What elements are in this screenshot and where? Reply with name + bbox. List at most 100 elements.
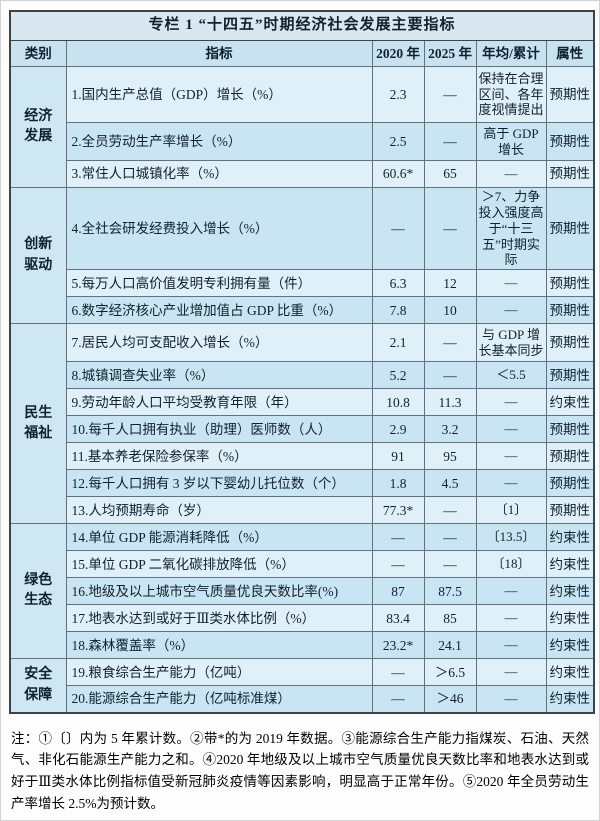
column-header-category: 类别	[9, 40, 67, 67]
y2020-cell: 2.3	[371, 66, 425, 123]
y2020-cell: 10.8	[371, 388, 425, 417]
y2025-cell: 87.5	[423, 577, 477, 606]
annual-cell: 高于 GDP 增长	[475, 122, 547, 161]
attribute-cell: 预期性	[545, 469, 595, 498]
table-row: 10.每千人口拥有执业（助理）医师数（人） 2.9 3.2 — 预期性	[10, 415, 595, 444]
annual-cell: ＞7、力争投入强度高于“十三五”时期实际	[475, 186, 547, 271]
indicator-cell: 19.粮食综合生产能力（亿吨）	[65, 658, 373, 687]
y2025-cell: 24.1	[423, 631, 477, 660]
y2020-cell: 87	[371, 577, 425, 606]
y2025-cell: 85	[423, 604, 477, 633]
attribute-cell: 预期性	[545, 269, 595, 298]
table-row: 18.森林覆盖率（%） 23.2* 24.1 — 约束性	[10, 631, 595, 660]
y2025-cell: 12	[423, 269, 477, 298]
y2020-cell: —	[371, 550, 425, 579]
annual-cell: 〔18〕	[475, 550, 547, 579]
attribute-cell: 约束性	[545, 631, 595, 660]
y2020-cell: 23.2*	[371, 631, 425, 660]
y2020-cell: —	[371, 523, 425, 552]
indicator-cell: 1.国内生产总值（GDP）增长（%）	[65, 66, 373, 123]
y2025-cell: 4.5	[423, 469, 477, 498]
indicator-cell: 2.全员劳动生产率增长（%）	[65, 122, 373, 161]
indicator-cell: 15.单位 GDP 二氧化碳排放降低（%）	[65, 550, 373, 579]
table-row: 11.基本养老保险参保率（%） 91 95 — 预期性	[10, 442, 595, 471]
indicator-cell: 6.数字经济核心产业增加值占 GDP 比重（%）	[65, 296, 373, 325]
indicator-cell: 5.每万人口高价值发明专利拥有量（件）	[65, 269, 373, 298]
table-row: 5.每万人口高价值发明专利拥有量（件） 6.3 12 — 预期性	[10, 269, 595, 298]
table-row: 创新驱动 4.全社会研发经费投入增长（%） — — ＞7、力争投入强度高于“十三…	[9, 186, 595, 325]
attribute-cell: 预期性	[545, 66, 595, 123]
y2025-cell: —	[423, 66, 477, 123]
category-cell: 绿色生态	[9, 523, 67, 660]
y2020-cell: 5.2	[371, 361, 425, 390]
y2025-cell: —	[423, 361, 477, 390]
column-header-2025: 2025 年	[423, 40, 477, 67]
y2020-cell: 2.1	[371, 323, 425, 363]
annual-cell: —	[475, 415, 547, 444]
indicator-cell: 18.森林覆盖率（%）	[65, 631, 373, 660]
y2025-cell: —	[423, 550, 477, 579]
y2020-cell: 2.9	[371, 415, 425, 444]
y2020-cell: 1.8	[371, 469, 425, 498]
category-cell: 经济发展	[9, 66, 67, 188]
indicator-cell: 4.全社会研发经费投入增长（%）	[65, 186, 373, 271]
table-title-row: 专栏 1 “十四五”时期经济社会发展主要指标	[9, 10, 595, 41]
annual-cell: —	[475, 296, 547, 325]
y2025-cell: —	[423, 323, 477, 363]
table-row: 20.能源综合生产能力（亿吨标准煤） — ＞46 — 约束性	[10, 685, 595, 714]
category-cell: 民生福祉	[9, 323, 67, 525]
table-row: 3.常住人口城镇化率（%） 60.6* 65 — 预期性	[10, 160, 595, 188]
category-cell: 创新驱动	[9, 186, 67, 325]
table-row: 9.劳动年龄人口平均受教育年限（年） 10.8 11.3 — 约束性	[10, 388, 595, 417]
attribute-cell: 预期性	[545, 122, 595, 161]
table-row: 经济发展 1.国内生产总值（GDP）增长（%） 2.3 — 保持在合理区间、各年…	[9, 66, 595, 188]
annual-cell: —	[475, 604, 547, 633]
category-label: 创新驱动	[24, 237, 53, 273]
indicator-cell: 13.人均预期寿命（岁）	[65, 496, 373, 525]
annual-cell: 保持在合理区间、各年度视情提出	[475, 66, 547, 123]
y2020-cell: —	[371, 186, 425, 271]
annual-cell: —	[475, 469, 547, 498]
attribute-cell: 约束性	[545, 577, 595, 606]
table-row: 6.数字经济核心产业增加值占 GDP 比重（%） 7.8 10 — 预期性	[10, 296, 595, 325]
y2020-cell: 6.3	[371, 269, 425, 298]
table-row: 安全保障 19.粮食综合生产能力（亿吨） — ＞6.5 — 约束性	[9, 658, 595, 714]
attribute-cell: 预期性	[545, 415, 595, 444]
y2020-cell: —	[371, 685, 425, 714]
category-label: 安全保障	[24, 667, 53, 703]
y2020-cell: 2.5	[371, 122, 425, 161]
category-label: 民生福祉	[24, 405, 53, 441]
attribute-cell: 约束性	[545, 658, 595, 687]
y2025-cell: 3.2	[423, 415, 477, 444]
attribute-cell: 预期性	[545, 323, 595, 363]
y2020-cell: 77.3*	[371, 496, 425, 525]
table-row: 13.人均预期寿命（岁） 77.3* — 〔1〕 预期性	[10, 496, 595, 525]
indicator-cell: 16.地级及以上城市空气质量优良天数比率(%)	[65, 577, 373, 606]
y2020-cell: 91	[371, 442, 425, 471]
attribute-cell: 预期性	[545, 496, 595, 525]
y2025-cell: —	[423, 523, 477, 552]
y2020-cell: 7.8	[371, 296, 425, 325]
y2025-cell: 11.3	[423, 388, 477, 417]
table-row: 17.地表水达到或好于Ⅲ类水体比例（%） 83.4 85 — 约束性	[10, 604, 595, 633]
indicator-cell: 17.地表水达到或好于Ⅲ类水体比例（%）	[65, 604, 373, 633]
y2020-cell: —	[371, 658, 425, 687]
attribute-cell: 约束性	[545, 523, 595, 552]
page-title: 专栏 1 “十四五”时期经济社会发展主要指标	[9, 10, 595, 41]
table-row: 16.地级及以上城市空气质量优良天数比率(%) 87 87.5 — 约束性	[10, 577, 595, 606]
annual-cell: 与 GDP 增长基本同步	[475, 323, 547, 363]
y2025-cell: 10	[423, 296, 477, 325]
table-row: 民生福祉 7.居民人均可支配收入增长（%） 2.1 — 与 GDP 增长基本同步…	[9, 323, 595, 525]
indicator-cell: 14.单位 GDP 能源消耗降低（%）	[65, 523, 373, 552]
annual-cell: 〔1〕	[475, 496, 547, 525]
indicator-cell: 12.每千人口拥有 3 岁以下婴幼儿托位数（个）	[65, 469, 373, 498]
column-header-attribute: 属性	[545, 40, 595, 67]
annual-cell: —	[475, 631, 547, 660]
annual-cell: —	[475, 658, 547, 687]
annual-cell: —	[475, 160, 547, 188]
table-row: 15.单位 GDP 二氧化碳排放降低（%） — — 〔18〕 约束性	[10, 550, 595, 579]
indicators-table: 专栏 1 “十四五”时期经济社会发展主要指标 类别 指标 2020 年 2025…	[9, 10, 596, 714]
attribute-cell: 预期性	[545, 160, 595, 188]
annual-cell: —	[475, 269, 547, 298]
